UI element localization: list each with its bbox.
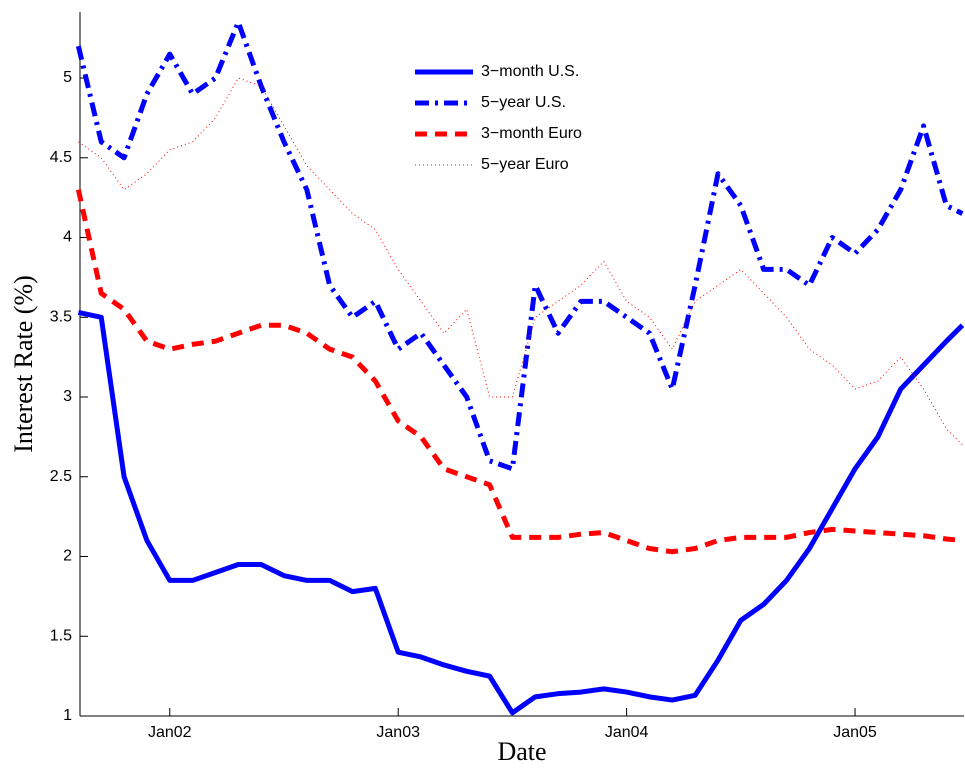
y-tick-label: 3 (63, 388, 72, 405)
series-line (78, 77, 963, 446)
legend-label: 3−month U.S. (481, 63, 579, 80)
legend-label: 5−year Euro (481, 156, 569, 173)
y-tick-label: 4.5 (50, 149, 72, 166)
y-tick-label: 3.5 (50, 308, 72, 325)
y-tick-label: 4 (63, 229, 72, 246)
x-tick-label: Jan04 (605, 724, 649, 741)
legend-label: 3−month Euro (481, 125, 582, 142)
x-tick-label: Jan05 (833, 724, 877, 741)
y-tick-label: 5 (63, 69, 72, 86)
x-tick-label: Jan02 (148, 724, 192, 741)
series-line (75, 19, 964, 472)
x-tick-label: Jan03 (376, 724, 420, 741)
series-line (77, 310, 965, 716)
y-tick-label: 2.5 (50, 468, 72, 485)
y-tick-label: 2 (63, 548, 72, 565)
x-axis-label: Date (497, 737, 546, 766)
y-tick-label: 1 (63, 707, 72, 724)
legend-label: 5−year U.S. (481, 94, 566, 111)
y-tick-label: 1.5 (50, 627, 72, 644)
y-axis-label: Interest Rate (%) (9, 275, 38, 453)
